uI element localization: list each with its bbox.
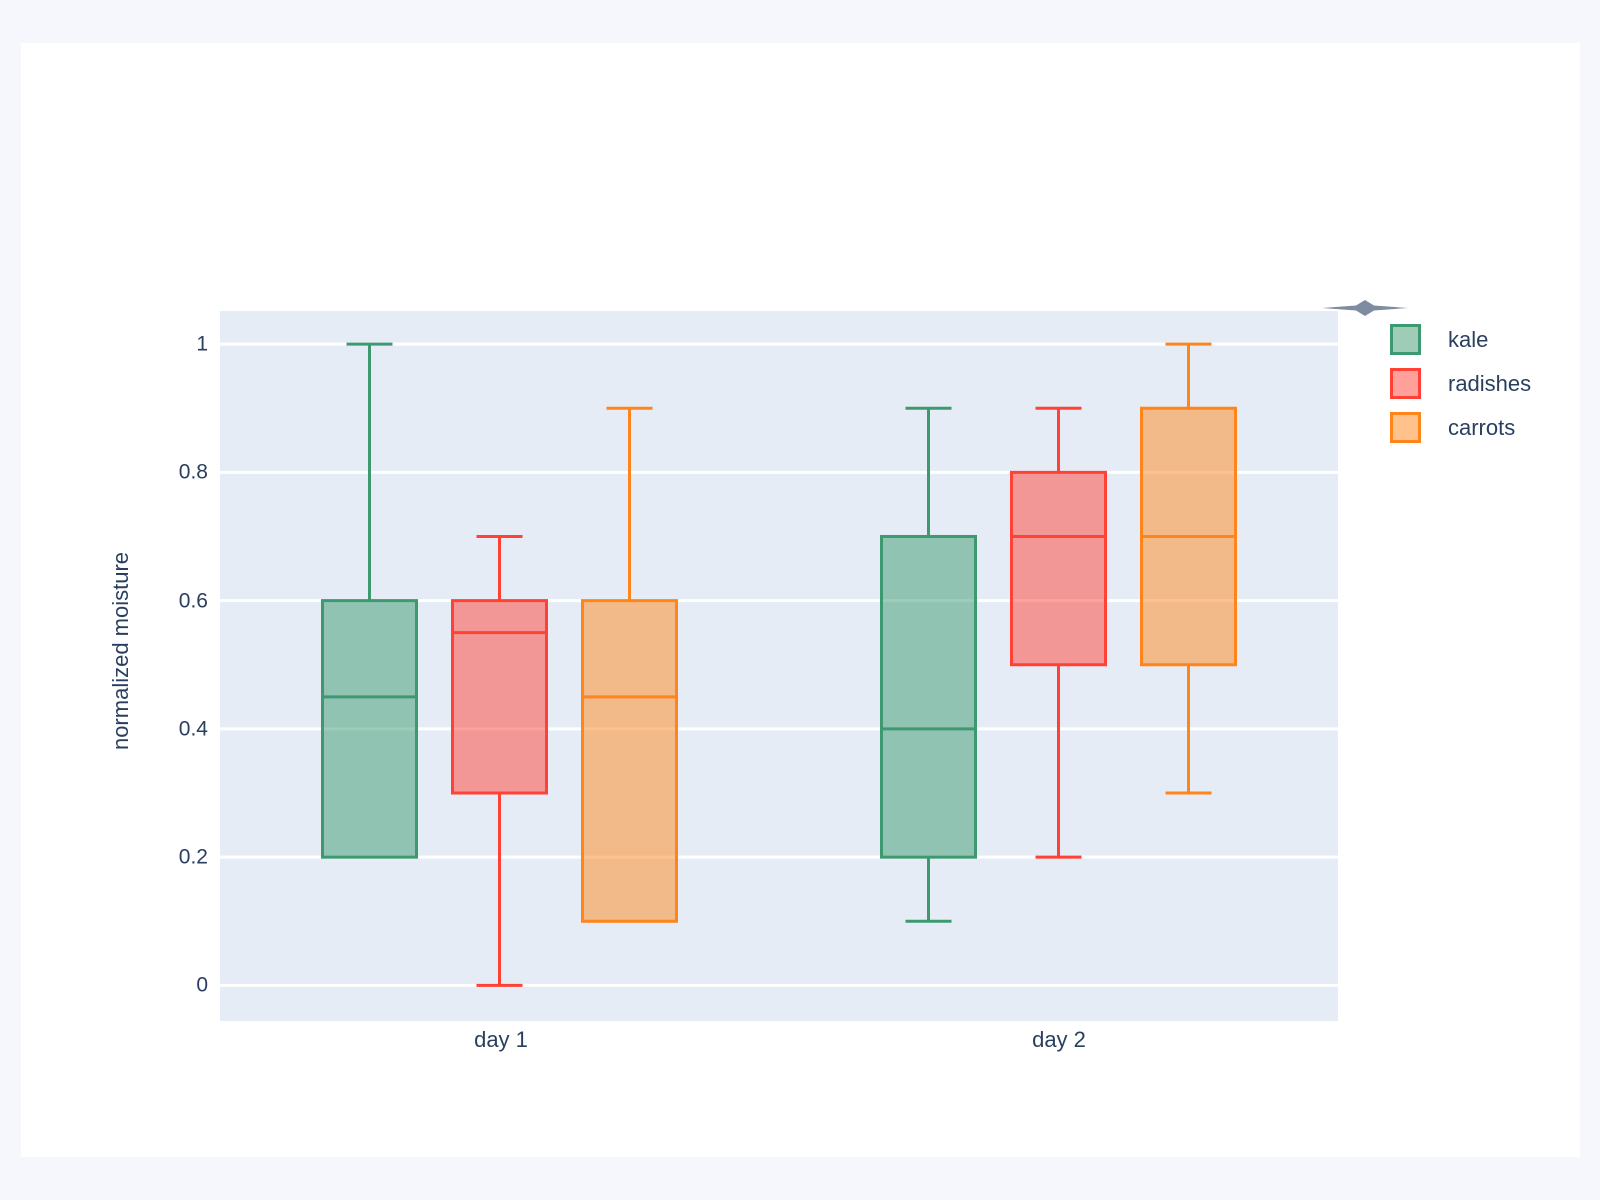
y-axis-title: normalized moisture xyxy=(108,551,133,751)
iqr-box xyxy=(880,534,977,859)
box-radishes-day-1[interactable] xyxy=(451,534,548,987)
box-plot-canvas xyxy=(220,342,1338,987)
y-tick-label-0: 0 xyxy=(196,973,208,997)
x-tick-day-2: day 2 xyxy=(1032,1027,1086,1052)
box-kale-day-1[interactable] xyxy=(321,342,418,859)
legend-label-carrots: carrots xyxy=(1448,414,1516,440)
y-tick-label-1: 1 xyxy=(196,332,208,356)
kale-swatch-icon xyxy=(1390,324,1421,355)
iqr-box xyxy=(1010,470,1107,667)
legend-item-carrots[interactable]: carrots xyxy=(1390,412,1531,443)
plot-area xyxy=(220,311,1338,1021)
iqr-box xyxy=(451,599,548,795)
legend: kale radishes carrots xyxy=(1390,324,1531,456)
iqr-box xyxy=(581,599,678,923)
legend-label-radishes: radishes xyxy=(1448,370,1532,396)
radishes-swatch-icon xyxy=(1390,368,1421,399)
chart-card: 0 0.2 0.4 0.6 0.8 1 normalized moisture day 1… xyxy=(21,43,1580,1157)
box-carrots-day-1[interactable] xyxy=(581,406,678,923)
box-carrots-day-2[interactable] xyxy=(1140,342,1237,795)
y-tick-label-0.8: 0.8 xyxy=(178,460,208,484)
box-radishes-day-2[interactable] xyxy=(1010,406,1107,859)
box-kale-day-2[interactable] xyxy=(880,406,977,923)
legend-label-kale: kale xyxy=(1448,326,1489,352)
legend-item-kale[interactable]: kale xyxy=(1390,324,1531,355)
y-tick-label-0.6: 0.6 xyxy=(178,589,208,613)
star-decoration-icon xyxy=(1322,300,1408,316)
carrots-swatch-icon xyxy=(1390,412,1421,443)
y-tick-label-0.4: 0.4 xyxy=(178,717,208,741)
legend-item-radishes[interactable]: radishes xyxy=(1390,368,1531,399)
x-tick-day-1: day 1 xyxy=(474,1027,528,1052)
iqr-box xyxy=(321,599,418,859)
y-tick-label-0.2: 0.2 xyxy=(178,845,208,869)
